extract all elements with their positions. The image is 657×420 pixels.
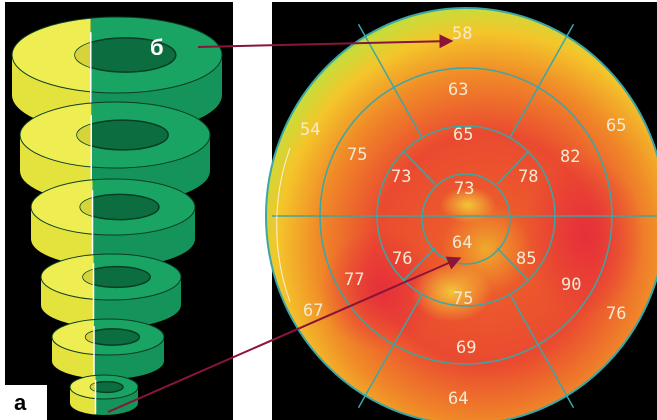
segment-value-18: 73 bbox=[391, 167, 411, 187]
segment-value-16: 75 bbox=[453, 289, 473, 309]
arrow-slice-to-segment-58 bbox=[197, 34, 454, 49]
septal-arc bbox=[276, 147, 291, 303]
segment-value-12: 75 bbox=[347, 145, 367, 165]
polar-map-panel: 58 65 76 64 67 54 63 82 90 69 77 75 65 78 85 75 76 73 73 64 bbox=[265, 2, 657, 420]
outer-spoke bbox=[357, 295, 423, 409]
apex-ring-boundary bbox=[421, 173, 511, 265]
segment-value-10: 69 bbox=[456, 338, 476, 358]
inner-spoke bbox=[496, 247, 530, 282]
slice-ring-6 bbox=[69, 374, 139, 415]
segment-value-1: 58 bbox=[452, 24, 472, 44]
slice-ring-4 bbox=[40, 253, 182, 328]
segment-value-11: 77 bbox=[344, 270, 364, 290]
segment-value-9: 90 bbox=[561, 275, 581, 295]
slice-stack bbox=[11, 16, 223, 415]
segment-value-13: 65 bbox=[453, 125, 473, 145]
slice-ring-3 bbox=[30, 178, 196, 267]
segment-value-20: 64 bbox=[452, 233, 472, 253]
label-a: а bbox=[14, 390, 27, 415]
segment-value-17: 76 bbox=[392, 249, 412, 269]
label-b: б bbox=[150, 35, 164, 60]
segment-value-2: 65 bbox=[606, 116, 626, 136]
segment-value-15: 85 bbox=[516, 249, 536, 269]
outer-spoke bbox=[509, 23, 575, 137]
inner-spoke bbox=[402, 247, 436, 282]
slice-ring-5 bbox=[51, 318, 165, 379]
segment-value-5: 67 bbox=[303, 301, 323, 321]
outer-spoke bbox=[509, 295, 575, 409]
slice-ring-1 bbox=[11, 16, 223, 133]
segment-value-8: 82 bbox=[560, 147, 580, 167]
segment-value-19: 73 bbox=[454, 179, 474, 199]
segment-value-4: 64 bbox=[448, 389, 468, 409]
segment-value-6: 54 bbox=[300, 120, 320, 140]
label-a-background bbox=[5, 385, 47, 420]
inner-spoke bbox=[402, 150, 436, 185]
slice-stack-panel bbox=[5, 2, 233, 420]
inner-spoke bbox=[496, 150, 530, 185]
segment-value-7: 63 bbox=[448, 80, 468, 100]
arrow-apex-to-center bbox=[107, 256, 462, 413]
outer-ring-boundary bbox=[265, 7, 657, 420]
segment-values: 58 65 76 64 67 54 63 82 90 69 77 75 65 78 85 75 76 73 73 64 bbox=[300, 24, 626, 409]
segment-value-3: 76 bbox=[606, 304, 626, 324]
segment-value-14: 78 bbox=[518, 167, 538, 187]
